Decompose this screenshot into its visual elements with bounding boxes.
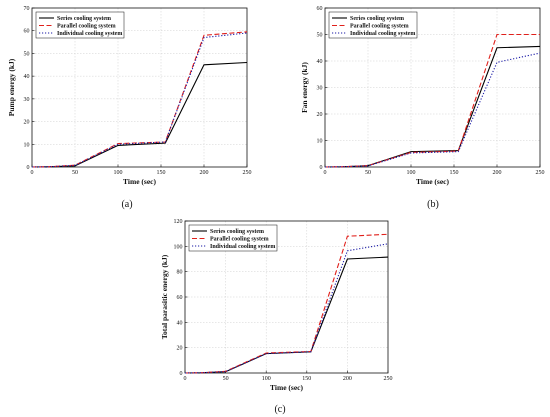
panel-label: (b) [427, 199, 439, 210]
series-line-3 [324, 52, 541, 168]
series-line-2 [31, 31, 248, 168]
legend-entry-2: Parallel cooling system [57, 24, 116, 30]
series-line-3 [31, 32, 248, 168]
series-line-2 [324, 33, 540, 168]
x-tick-label: 250 [536, 170, 545, 176]
x-tick-label: 150 [157, 170, 166, 176]
y-tick-label: 60 [177, 295, 183, 301]
series-line-2 [184, 233, 389, 374]
chart-panel-2: 0 50 100 150 200 250 0 10 20 30 40 50 60 Time (sec) Fa… [300, 6, 545, 210]
x-tick-label: 100 [114, 170, 123, 176]
series-line-1 [324, 45, 541, 168]
x-axis-title: Time (sec) [416, 177, 449, 186]
chart-panel-1: 0 50 100 150 200 250 0 10 20 30 40 50 60 70 Time (sec)… [7, 6, 252, 210]
x-tick-label: 0 [31, 170, 34, 176]
y-tick-label: 0 [27, 165, 30, 171]
y-tick-label: 10 [24, 142, 30, 148]
x-axis-title: Time (sec) [270, 383, 303, 392]
legend-entry-3: Individual cooling system [210, 244, 275, 250]
y-tick-label: 60 [317, 6, 323, 12]
legend-entry-1: Series cooling system [57, 16, 111, 22]
x-tick-label: 50 [365, 170, 371, 176]
y-tick-label: 20 [24, 120, 30, 126]
y-tick-label: 50 [317, 33, 323, 39]
y-tick-label: 70 [24, 6, 30, 12]
x-tick-label: 0 [184, 376, 187, 382]
y-tick-label: 100 [174, 244, 183, 250]
x-tick-label: 200 [343, 376, 352, 382]
x-tick-label: 50 [223, 376, 229, 382]
panel-label: (c) [274, 404, 285, 415]
x-tick-label: 200 [200, 170, 209, 176]
x-tick-label: 150 [450, 170, 459, 176]
y-tick-label: 30 [24, 97, 30, 103]
x-tick-label: 100 [262, 376, 271, 382]
x-tick-label: 0 [324, 170, 327, 176]
panel-label: (a) [121, 199, 132, 210]
plot-frame [31, 7, 248, 168]
x-tick-label: 200 [493, 170, 502, 176]
y-tick-label: 40 [24, 74, 30, 80]
y-axis-title: Pump energy (kJ) [7, 58, 16, 116]
legend-entry-3: Individual cooling system [350, 31, 415, 37]
x-tick-label: 100 [407, 170, 416, 176]
legend-entry-1: Series cooling system [350, 16, 404, 22]
y-tick-label: 0 [320, 165, 323, 171]
y-tick-label: 30 [317, 86, 323, 92]
y-tick-label: 10 [317, 139, 323, 145]
x-tick-label: 150 [302, 376, 311, 382]
legend: Series cooling system Parallel cooling sy… [35, 11, 125, 39]
legend-box [35, 11, 125, 39]
y-tick-label: 80 [177, 270, 183, 276]
legend-entry-3: Individual cooling system [57, 31, 122, 37]
y-tick-label: 40 [317, 59, 323, 65]
y-tick-label: 40 [177, 320, 183, 326]
legend-entry-2: Parallel cooling system [350, 24, 409, 30]
x-axis-title: Time (sec) [123, 177, 156, 186]
y-tick-label: 0 [180, 371, 183, 377]
legend: Series cooling system Parallel cooling sy… [328, 11, 418, 39]
y-tick-label: 20 [317, 112, 323, 118]
x-tick-label: 250 [384, 376, 393, 382]
legend-entry-2: Parallel cooling system [210, 237, 269, 243]
series-line-1 [184, 256, 389, 374]
legend-entry-1: Series cooling system [210, 229, 264, 235]
y-tick-label: 120 [174, 219, 183, 225]
series-line-3 [184, 243, 389, 374]
series-line-1 [31, 61, 248, 168]
y-tick-label: 50 [24, 51, 30, 57]
y-tick-label: 20 [177, 346, 183, 352]
y-tick-label: 60 [24, 29, 30, 35]
legend: Series cooling system Parallel cooling sy… [188, 224, 278, 252]
x-tick-label: 50 [72, 170, 78, 176]
y-axis-title: Fan energy (kJ) [300, 62, 309, 113]
x-tick-label: 250 [243, 170, 252, 176]
chart-panel-3: 0 50 100 150 200 250 0 20 40 60 80 100 120 Time (sec)… [160, 219, 393, 415]
y-axis-title: Total parasitic energy (kJ) [160, 254, 169, 339]
